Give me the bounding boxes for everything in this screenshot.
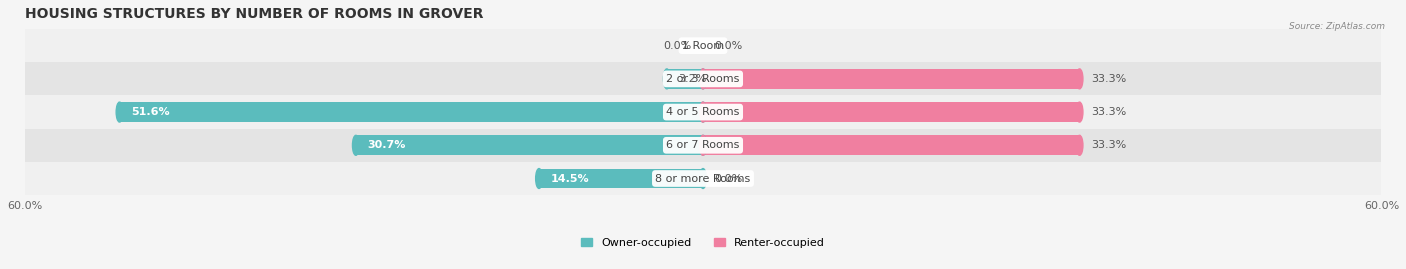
Text: 0.0%: 0.0% xyxy=(664,41,692,51)
Circle shape xyxy=(700,135,706,155)
Bar xyxy=(703,135,1080,155)
Circle shape xyxy=(700,135,706,155)
Text: 1 Room: 1 Room xyxy=(682,41,724,51)
Circle shape xyxy=(1076,69,1083,89)
Bar xyxy=(703,102,1080,122)
Circle shape xyxy=(700,102,706,122)
Circle shape xyxy=(700,102,706,122)
Bar xyxy=(24,162,1382,195)
Text: 2 or 3 Rooms: 2 or 3 Rooms xyxy=(666,74,740,84)
Bar xyxy=(24,62,1382,95)
Circle shape xyxy=(1076,102,1083,122)
Text: 33.3%: 33.3% xyxy=(1091,74,1126,84)
Circle shape xyxy=(117,102,122,122)
Text: 6 or 7 Rooms: 6 or 7 Rooms xyxy=(666,140,740,150)
Bar xyxy=(24,95,1382,129)
Text: 0.0%: 0.0% xyxy=(714,41,742,51)
Bar xyxy=(666,69,703,89)
Circle shape xyxy=(353,135,360,155)
Bar xyxy=(120,102,703,122)
Text: Source: ZipAtlas.com: Source: ZipAtlas.com xyxy=(1289,22,1385,30)
Bar xyxy=(703,69,1080,89)
Text: 4 or 5 Rooms: 4 or 5 Rooms xyxy=(666,107,740,117)
Text: HOUSING STRUCTURES BY NUMBER OF ROOMS IN GROVER: HOUSING STRUCTURES BY NUMBER OF ROOMS IN… xyxy=(24,7,484,21)
Circle shape xyxy=(700,69,706,89)
Circle shape xyxy=(536,169,543,189)
Bar xyxy=(356,135,703,155)
Circle shape xyxy=(1076,135,1083,155)
Circle shape xyxy=(700,69,706,89)
Text: 0.0%: 0.0% xyxy=(714,174,742,183)
Circle shape xyxy=(664,69,671,89)
Circle shape xyxy=(700,169,706,189)
Text: 14.5%: 14.5% xyxy=(550,174,589,183)
Text: 3.2%: 3.2% xyxy=(678,74,706,84)
Bar xyxy=(24,29,1382,62)
Text: 51.6%: 51.6% xyxy=(131,107,170,117)
Bar xyxy=(24,129,1382,162)
Legend: Owner-occupied, Renter-occupied: Owner-occupied, Renter-occupied xyxy=(581,238,825,248)
Text: 8 or more Rooms: 8 or more Rooms xyxy=(655,174,751,183)
Bar xyxy=(538,169,703,189)
Text: 33.3%: 33.3% xyxy=(1091,140,1126,150)
Text: 33.3%: 33.3% xyxy=(1091,107,1126,117)
Text: 30.7%: 30.7% xyxy=(367,140,405,150)
